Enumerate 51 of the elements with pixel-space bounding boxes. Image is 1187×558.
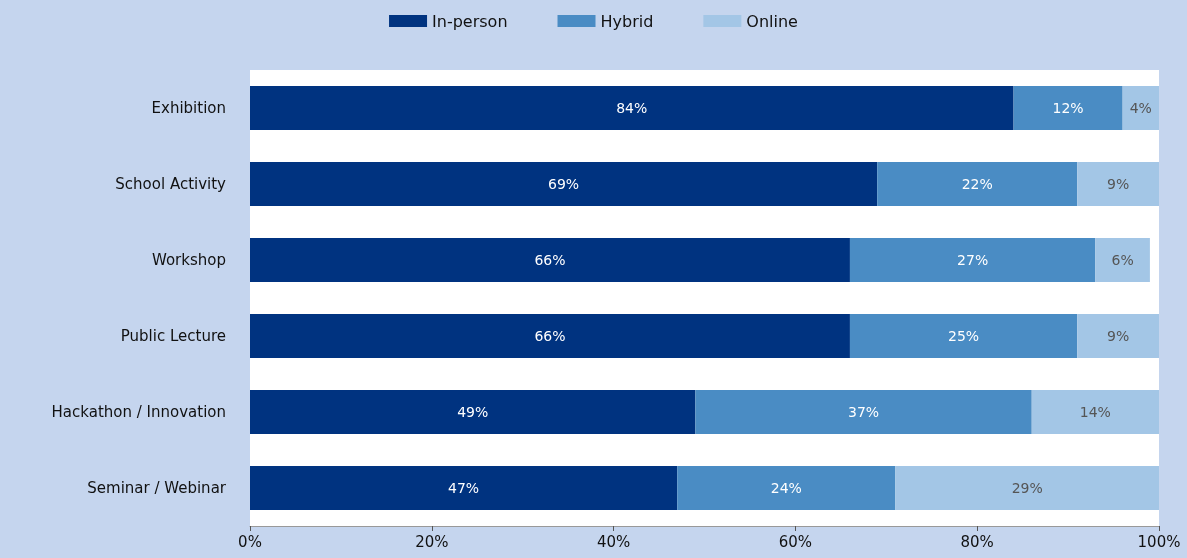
- y-tick-label: Workshop: [151, 251, 226, 269]
- bar: [250, 238, 850, 282]
- y-tick-label: Public Lecture: [120, 327, 226, 345]
- data-label: 66%: [534, 328, 566, 344]
- data-label: 14%: [1079, 404, 1111, 420]
- data-label: 24%: [770, 480, 802, 496]
- bar: [1013, 86, 1123, 130]
- bar: [849, 314, 1078, 358]
- legend-label: In-person: [432, 11, 508, 31]
- data-label: 66%: [534, 252, 566, 268]
- x-tick-label: 20%: [415, 532, 449, 551]
- bar: [250, 162, 878, 206]
- bar: [250, 86, 1014, 130]
- legend-label: Hybrid: [600, 11, 654, 31]
- data-label: 22%: [961, 176, 993, 192]
- data-label: 25%: [948, 328, 980, 344]
- bar: [250, 390, 696, 434]
- y-tick-label: Seminar / Webinar: [87, 479, 227, 497]
- bar: [677, 466, 896, 510]
- y-tick-label: School Activity: [115, 175, 227, 193]
- x-tick-label: 80%: [960, 532, 994, 551]
- x-tick-label: 100%: [1137, 532, 1181, 551]
- data-label: 29%: [1011, 480, 1043, 496]
- data-label: 6%: [1111, 252, 1134, 268]
- data-label: 69%: [548, 176, 580, 192]
- x-tick-label: 40%: [596, 532, 631, 551]
- bar: [1077, 314, 1159, 358]
- data-label: 37%: [848, 404, 880, 420]
- bar: [695, 390, 1032, 434]
- y-tick-label: Exhibition: [151, 99, 226, 117]
- x-tick-label: 60%: [778, 532, 813, 551]
- bar: [1095, 238, 1150, 282]
- bar: [877, 162, 1078, 206]
- data-label: 47%: [448, 480, 480, 496]
- bar: [895, 466, 1159, 510]
- y-tick-label: Hackathon / Innovation: [51, 403, 226, 421]
- data-label: 84%: [616, 100, 648, 116]
- data-label: 27%: [957, 252, 989, 268]
- data-label: 9%: [1106, 176, 1130, 192]
- data-label: 9%: [1106, 328, 1130, 344]
- data-label: 49%: [457, 404, 489, 420]
- data-label: 4%: [1129, 100, 1152, 116]
- bar: [1077, 162, 1159, 206]
- data-label: 12%: [1052, 100, 1084, 116]
- bar: [1122, 86, 1159, 130]
- legend-label: Online: [746, 11, 798, 31]
- bar: [849, 238, 1096, 282]
- bar: [250, 314, 850, 358]
- x-tick-label: 0%: [238, 532, 262, 551]
- bar: [250, 466, 678, 510]
- bar: [1031, 390, 1159, 434]
